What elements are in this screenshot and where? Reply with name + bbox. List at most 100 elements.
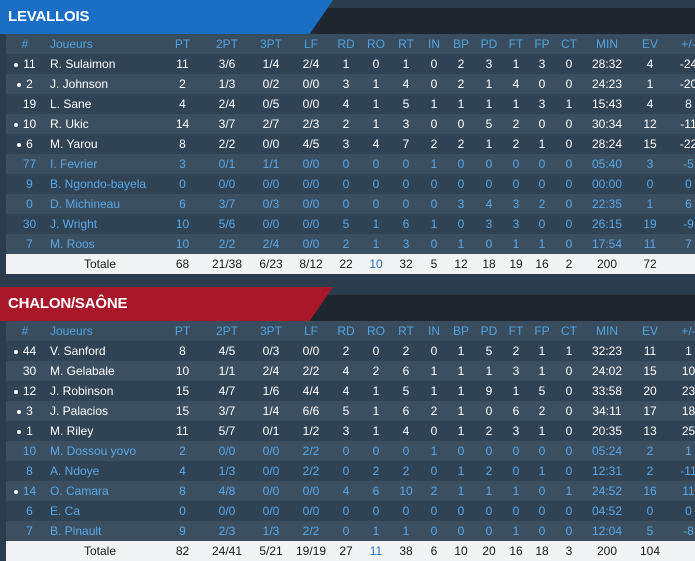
column-header[interactable]: RT: [391, 321, 421, 341]
player-name[interactable]: M. Roos: [44, 234, 162, 254]
stat-ft: 1: [503, 521, 529, 541]
player-row[interactable]: 14 O. Camara 8 4/8 0/0 0/0 4 6 10 2 1 1 1 0 1 24:52 16 11: [6, 481, 695, 501]
stat-ro: 0: [361, 194, 391, 214]
stat-2pt: 5/7: [203, 421, 251, 441]
player-row[interactable]: 30 J. Wright 10 5/6 0/0 0/0 5 1 6 1 0 3 3 0 0 26:15 19 -9: [6, 214, 695, 234]
column-header[interactable]: IN: [421, 321, 447, 341]
player-name[interactable]: M. Dossou yovo: [44, 441, 162, 461]
player-row[interactable]: 3 J. Palacios 15 3/7 1/4 6/6 5 1 6 2 1 0 6 2 0 34:11 17 1…: [6, 401, 695, 421]
player-name[interactable]: M. Gelabale: [44, 361, 162, 381]
team-header-tab: [0, 0, 333, 34]
player-row[interactable]: 6 M. Yarou 8 2/2 0/0 4/5 3 4 7 2 2 1 2 1 0 28:24 15 -22: [6, 134, 695, 154]
stat-rd: 3: [331, 421, 361, 441]
player-row[interactable]: 77 I. Fevrier 3 0/1 1/1 0/0 0 0 0 1 0 0 0 0 0 05:40 3 -5: [6, 154, 695, 174]
player-name[interactable]: I. Fevrier: [44, 154, 162, 174]
player-row[interactable]: 30 M. Gelabale 10 1/1 2/4 2/2 4 2 6 1 1 1 3 1 0 24:02 15…: [6, 361, 695, 381]
player-name[interactable]: J. Johnson: [44, 74, 162, 94]
player-name[interactable]: M. Yarou: [44, 134, 162, 154]
player-row[interactable]: 19 L. Sane 4 2/4 0/5 0/0 4 1 5 1 1 1 1 3 1 15:43 4 8: [6, 94, 695, 114]
column-header[interactable]: +/-: [669, 34, 695, 54]
stat-rd: 1: [331, 54, 361, 74]
column-header[interactable]: IN: [421, 34, 447, 54]
player-name[interactable]: L. Sane: [44, 94, 162, 114]
player-row[interactable]: 11 R. Sulaimon 11 3/6 1/4 2/4 1 0 1 0 2 3 1 3 0 28:32 4-…: [6, 54, 695, 74]
total-ro: 11: [361, 541, 391, 561]
column-header[interactable]: PD: [475, 34, 503, 54]
total-ft: 16: [503, 541, 529, 561]
stat-ct: 0: [555, 461, 583, 481]
column-header[interactable]: LF: [291, 34, 331, 54]
column-header[interactable]: EV: [631, 34, 669, 54]
player-name[interactable]: M. Riley: [44, 421, 162, 441]
column-header[interactable]: PT: [162, 34, 203, 54]
player-name[interactable]: O. Camara: [44, 481, 162, 501]
player-row[interactable]: 6 E. Ca 0 0/0 0/0 0/0 0 0 0 0 0 0 0 0 0 04:52 0 0: [6, 501, 695, 521]
player-row[interactable]: 10 R. Ukic 14 3/7 2/7 2/3 2 1 3 0 0 5 2 0 0 30:34 12 -11: [6, 114, 695, 134]
column-header[interactable]: FT: [503, 321, 529, 341]
player-name[interactable]: J. Palacios: [44, 401, 162, 421]
player-name[interactable]: R. Ukic: [44, 114, 162, 134]
column-header[interactable]: RD: [331, 34, 361, 54]
stat-fp: 0: [529, 174, 555, 194]
column-header[interactable]: PT: [162, 321, 203, 341]
column-header[interactable]: FP: [529, 321, 555, 341]
column-header[interactable]: MIN: [583, 321, 631, 341]
column-header[interactable]: BP: [447, 321, 475, 341]
player-number: 3: [26, 404, 33, 418]
stat-ct: 0: [555, 234, 583, 254]
stat-2pt: 4/5: [203, 341, 251, 361]
stat-bp: 2: [447, 74, 475, 94]
stat-ct: 0: [555, 501, 583, 521]
player-row[interactable]: 7 M. Roos 10 2/2 2/4 0/0 2 1 3 0 1 0 1 1 0 17:54 11 7: [6, 234, 695, 254]
column-header[interactable]: 2PT: [203, 321, 251, 341]
column-header[interactable]: MIN: [583, 34, 631, 54]
total-fp: 16: [529, 254, 555, 274]
column-header[interactable]: CT: [555, 34, 583, 54]
player-name[interactable]: R. Sulaimon: [44, 54, 162, 74]
player-row[interactable]: 10 M. Dossou yovo 2 0/0 0/0 2/2 0 0 0 1 0 0 0 0 0 05:24…: [6, 441, 695, 461]
column-header[interactable]: FP: [529, 34, 555, 54]
stat-pd: 1: [475, 361, 503, 381]
stat-min: 15:43: [583, 94, 631, 114]
column-header[interactable]: PD: [475, 321, 503, 341]
player-name[interactable]: D. Michineau: [44, 194, 162, 214]
stat-bp: 2: [447, 134, 475, 154]
column-header[interactable]: RO: [361, 34, 391, 54]
column-header[interactable]: RT: [391, 34, 421, 54]
total-rt: 38: [391, 541, 421, 561]
column-header[interactable]: LF: [291, 321, 331, 341]
column-header[interactable]: RD: [331, 321, 361, 341]
player-row[interactable]: 12 J. Robinson 15 4/7 1/6 4/4 4 1 5 1 1 9 1 5 0 33:58 20…: [6, 381, 695, 401]
column-header[interactable]: 3PT: [251, 321, 291, 341]
column-header[interactable]: EV: [631, 321, 669, 341]
column-header[interactable]: Joueurs: [44, 34, 162, 54]
column-header[interactable]: 2PT: [203, 34, 251, 54]
player-name[interactable]: A. Ndoye: [44, 461, 162, 481]
column-header[interactable]: 3PT: [251, 34, 291, 54]
stat-ev: 0: [631, 501, 669, 521]
player-row[interactable]: 44 V. Sanford 8 4/5 0/3 0/0 2 0 2 0 1 5 2 1 1 32:23 11 1: [6, 341, 695, 361]
player-name[interactable]: J. Wright: [44, 214, 162, 234]
player-name[interactable]: V. Sanford: [44, 341, 162, 361]
column-header[interactable]: CT: [555, 321, 583, 341]
column-header[interactable]: FT: [503, 34, 529, 54]
column-header[interactable]: RO: [361, 321, 391, 341]
player-row[interactable]: 1 M. Riley 11 5/7 0/1 1/2 3 1 4 0 1 2 3 1 0 20:35 13 25: [6, 421, 695, 441]
stat-rd: 3: [331, 134, 361, 154]
column-header[interactable]: +/-: [669, 321, 695, 341]
player-name[interactable]: J. Robinson: [44, 381, 162, 401]
column-header[interactable]: #: [6, 34, 44, 54]
player-row[interactable]: 2 J. Johnson 2 1/3 0/2 0/0 3 1 4 0 2 1 4 0 0 24:23 1 -20: [6, 74, 695, 94]
player-row[interactable]: 9 B. Ngondo-bayela 0 0/0 0/0 0/0 0 0 0 0 0 0 0 0 0 00:0…: [6, 174, 695, 194]
player-row[interactable]: 7 B. Pinault 9 2/3 1/3 2/2 0 1 1 0 0 0 1 0 0 12:04 5 -8: [6, 521, 695, 541]
total-bp: 12: [447, 254, 475, 274]
column-header[interactable]: Joueurs: [44, 321, 162, 341]
stat-2pt: 2/4: [203, 94, 251, 114]
player-row[interactable]: 8 A. Ndoye 4 1/3 0/0 2/2 0 2 2 0 1 2 0 1 0 12:31 2 -11: [6, 461, 695, 481]
player-name[interactable]: B. Ngondo-bayela: [44, 174, 162, 194]
column-header[interactable]: BP: [447, 34, 475, 54]
player-name[interactable]: E. Ca: [44, 501, 162, 521]
player-row[interactable]: 0 D. Michineau 6 3/7 0/3 0/0 0 0 0 0 3 4 3 2 0 22:35 1 6: [6, 194, 695, 214]
player-name[interactable]: B. Pinault: [44, 521, 162, 541]
column-header[interactable]: #: [6, 321, 44, 341]
